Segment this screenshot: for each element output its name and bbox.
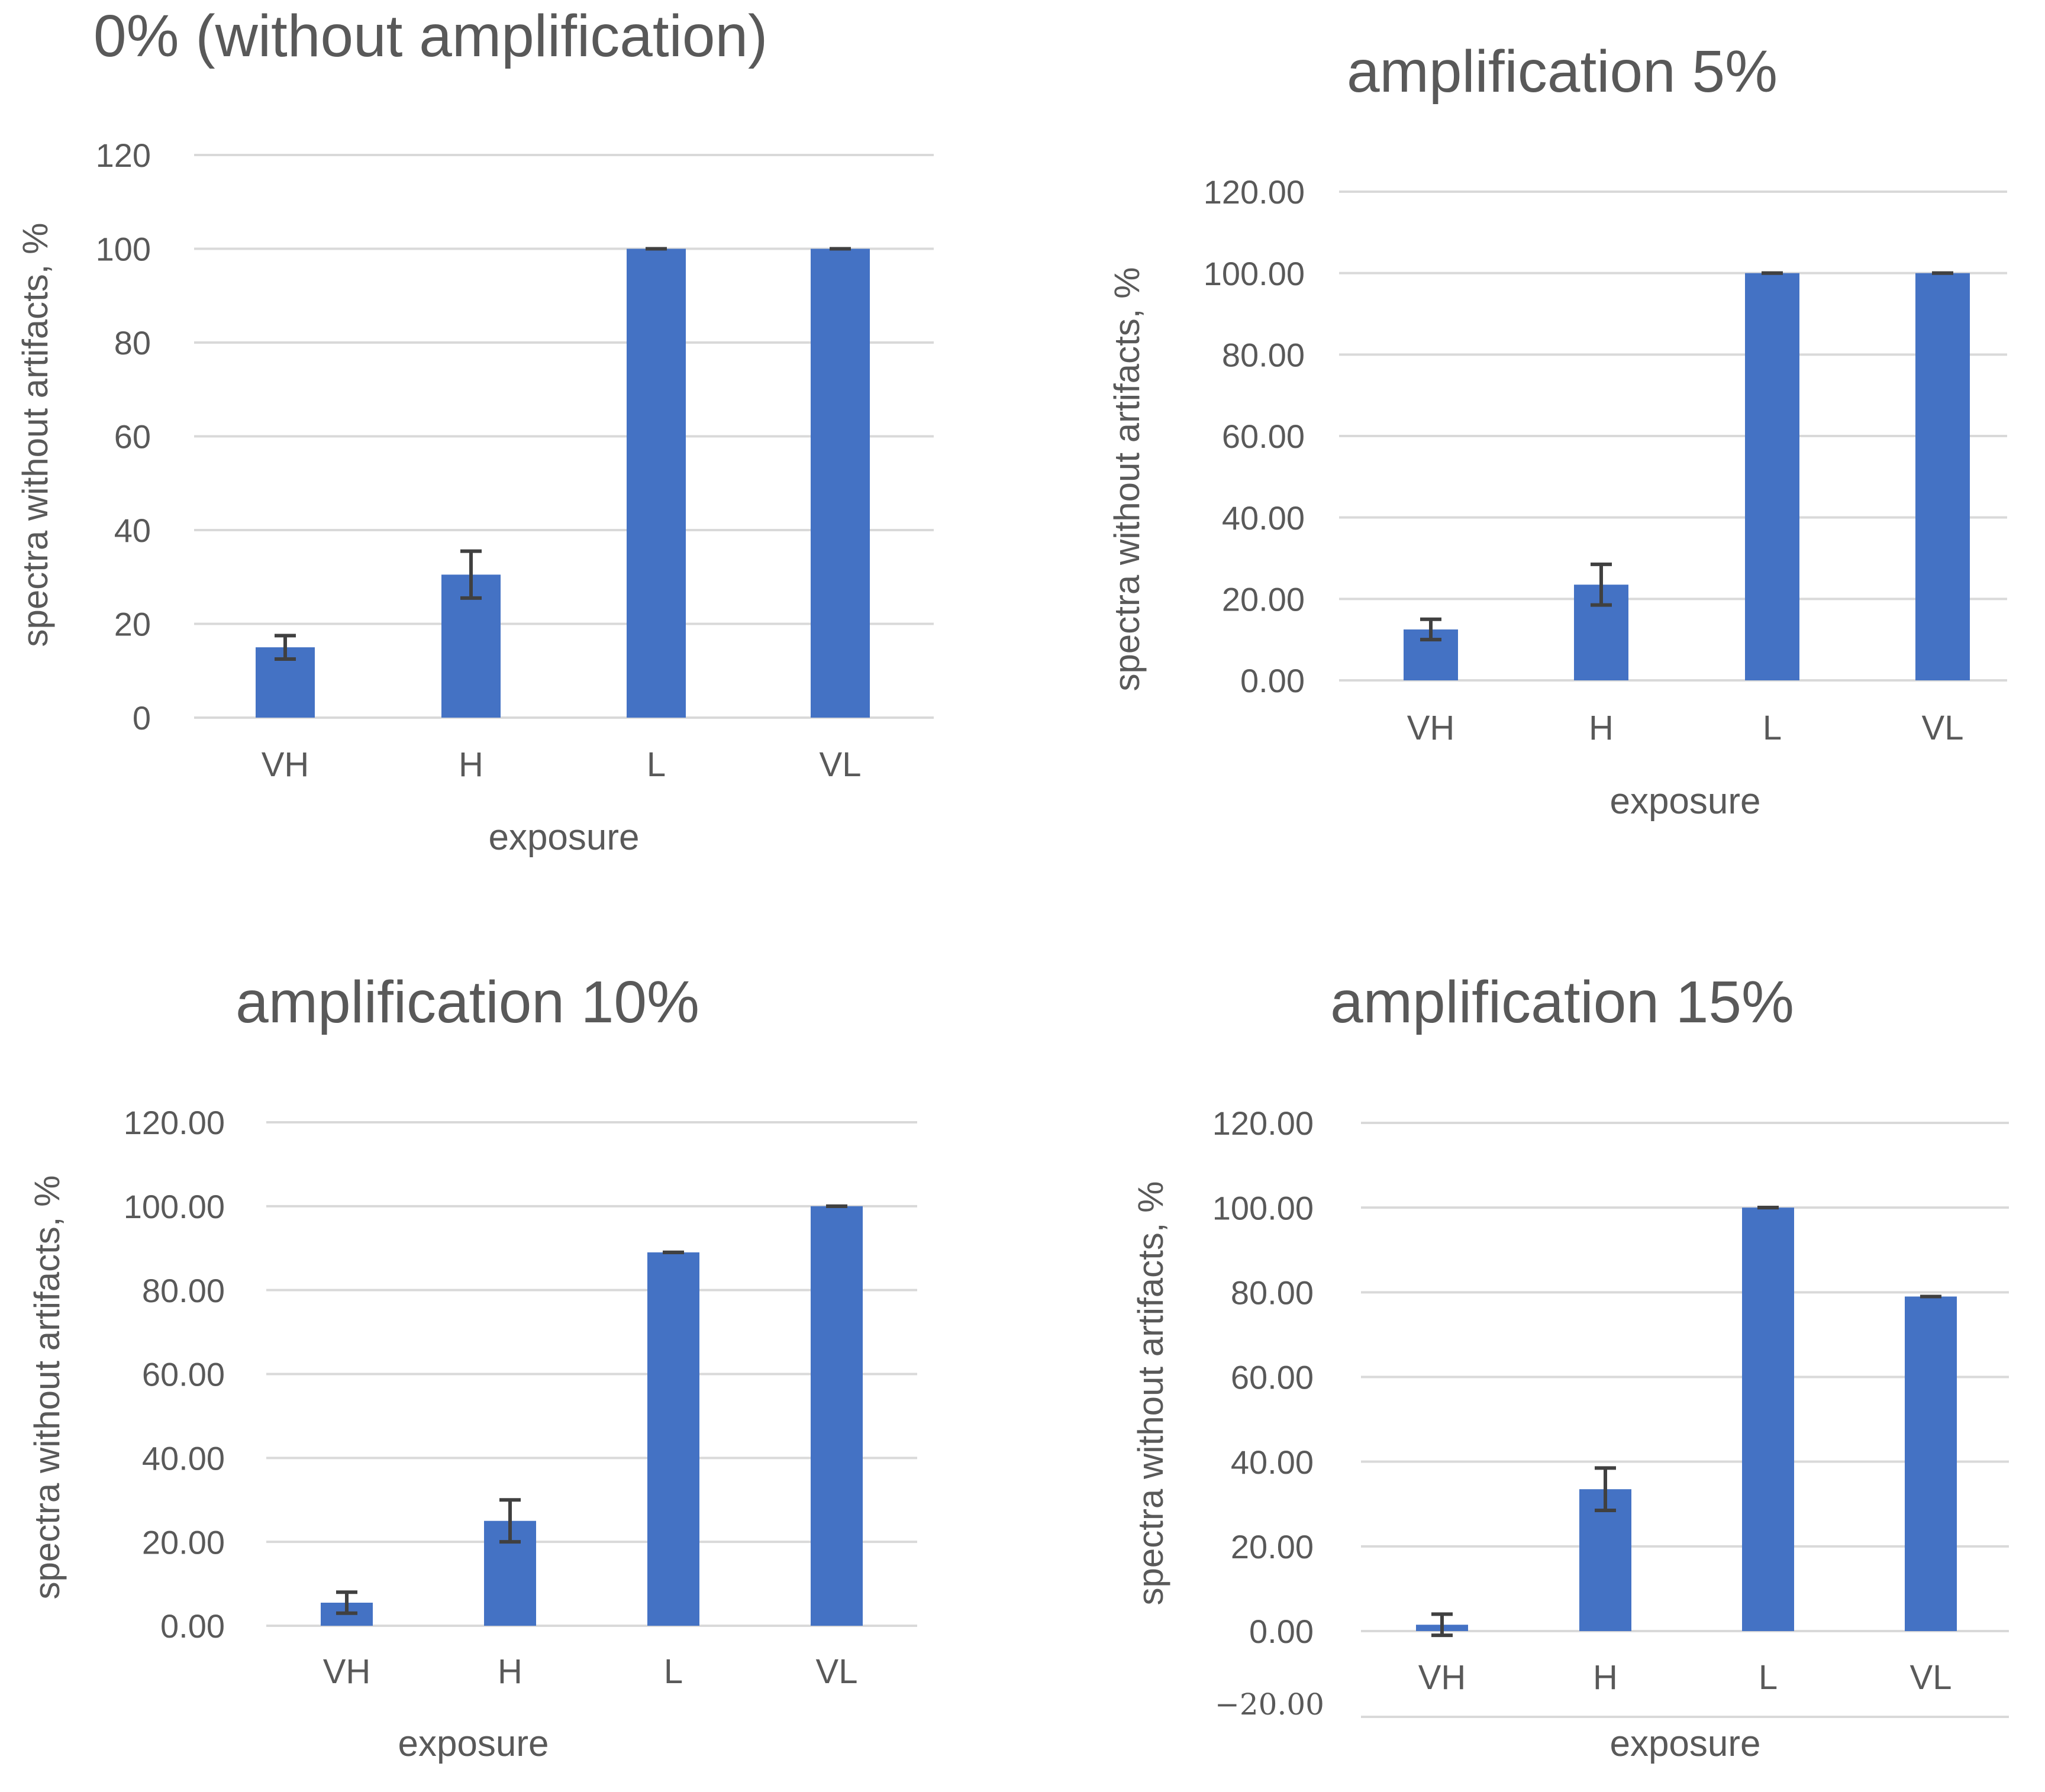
chart-title: amplification 10% xyxy=(236,969,699,1035)
y-tick-label: 40.00 xyxy=(1222,499,1305,537)
bar-h xyxy=(1579,1489,1631,1631)
error-bar xyxy=(1595,1466,1616,1512)
y-tick-label: 0.00 xyxy=(1240,662,1305,699)
y-tick-label: 60.00 xyxy=(1231,1359,1314,1396)
y-tick-label: 0.00 xyxy=(160,1607,225,1645)
y-tick-label: −20.00 xyxy=(1215,1687,1324,1722)
chart-panel-4: amplification 15% 0.00 20.00 40.00 60.00 80.0… xyxy=(1131,969,2009,1764)
y-tick-label: 0 xyxy=(133,699,151,737)
bar-vl xyxy=(811,1206,863,1626)
y-tick-label: 60.00 xyxy=(1222,418,1305,455)
chart-title: amplification 15% xyxy=(1330,969,1794,1035)
x-axis-label: exposure xyxy=(398,1723,549,1764)
error-bar xyxy=(1591,562,1612,607)
y-axis-label: spectra without artifacts, % xyxy=(27,1176,67,1600)
bar-l xyxy=(647,1252,699,1626)
x-tick-label: VH xyxy=(323,1652,371,1691)
y-tick-label: 60.00 xyxy=(142,1356,225,1393)
x-tick-label: VL xyxy=(1922,709,1964,747)
x-tick-label: H xyxy=(459,745,483,784)
y-tick-label: 120.00 xyxy=(1204,173,1305,211)
x-tick-label: VL xyxy=(820,745,862,784)
y-axis-label: spectra without artifacts, % xyxy=(1107,267,1147,692)
y-tick-label: 40.00 xyxy=(142,1439,225,1477)
chart-panel-1: 0% (without amplification) 0 20 40 60 80 100 12… xyxy=(15,3,934,858)
y-tick-label: 60 xyxy=(114,418,151,456)
x-tick-label: VL xyxy=(816,1652,858,1691)
bar-l xyxy=(1742,1207,1794,1631)
x-tick-label: VH xyxy=(1418,1658,1466,1697)
x-tick-label: VH xyxy=(262,745,309,784)
x-axis-label: exposure xyxy=(1609,781,1760,822)
chart-panel-2: amplification 5% 0.00 20.00 40.00 60.00 80.00… xyxy=(1107,38,2007,822)
error-bar xyxy=(336,1590,357,1615)
error-bar xyxy=(460,549,482,600)
error-bar xyxy=(499,1498,521,1544)
x-tick-label: H xyxy=(1593,1658,1618,1697)
error-bar xyxy=(1431,1612,1453,1638)
y-axis-label: spectra without artifacts, % xyxy=(1131,1181,1170,1606)
y-tick-label: 20 xyxy=(114,606,151,643)
bar-l xyxy=(1745,273,1799,681)
error-bar xyxy=(1420,617,1441,642)
y-tick-label: 100.00 xyxy=(1212,1189,1314,1226)
bar-vl xyxy=(811,248,870,718)
y-tick-label: 120.00 xyxy=(124,1104,225,1141)
y-tick-label: 80 xyxy=(114,324,151,361)
chart-title: amplification 5% xyxy=(1347,38,1778,105)
y-tick-label: 120 xyxy=(96,137,151,174)
chart-title: 0% (without amplification) xyxy=(93,3,767,69)
y-tick-label: 40 xyxy=(114,512,151,549)
bar-vl xyxy=(1905,1296,1957,1631)
error-bar xyxy=(275,634,296,661)
x-tick-label: L xyxy=(664,1652,683,1691)
x-tick-label: H xyxy=(1589,709,1614,747)
x-tick-label: VL xyxy=(1910,1658,1952,1697)
x-tick-label: L xyxy=(1759,1658,1778,1697)
y-tick-label: 120.00 xyxy=(1212,1105,1314,1142)
chart-panel-3: amplification 10% 0.00 20.00 40.00 60.00 80.0… xyxy=(27,969,917,1764)
y-axis-label: spectra without artifacts, % xyxy=(15,223,55,647)
x-tick-label: L xyxy=(647,745,666,784)
y-tick-label: 20.00 xyxy=(142,1523,225,1561)
x-tick-label: VH xyxy=(1407,709,1455,747)
x-tick-label: H xyxy=(498,1652,522,1691)
y-tick-label: 80.00 xyxy=(142,1272,225,1309)
y-tick-label: 80.00 xyxy=(1231,1274,1314,1311)
x-tick-label: L xyxy=(1763,709,1782,747)
y-tick-label: 0.00 xyxy=(1249,1613,1314,1650)
y-tick-label: 80.00 xyxy=(1222,336,1305,373)
y-tick-label: 100 xyxy=(96,231,151,268)
y-tick-label: 20.00 xyxy=(1231,1528,1314,1565)
y-tick-label: 20.00 xyxy=(1222,580,1305,618)
x-axis-label: exposure xyxy=(488,817,639,858)
x-axis-label: exposure xyxy=(1609,1723,1760,1764)
y-tick-label: 40.00 xyxy=(1231,1444,1314,1481)
bar-l xyxy=(627,248,686,718)
y-tick-label: 100.00 xyxy=(124,1188,225,1225)
y-tick-label: 100.00 xyxy=(1204,255,1305,292)
bar-vl xyxy=(1915,273,1970,681)
